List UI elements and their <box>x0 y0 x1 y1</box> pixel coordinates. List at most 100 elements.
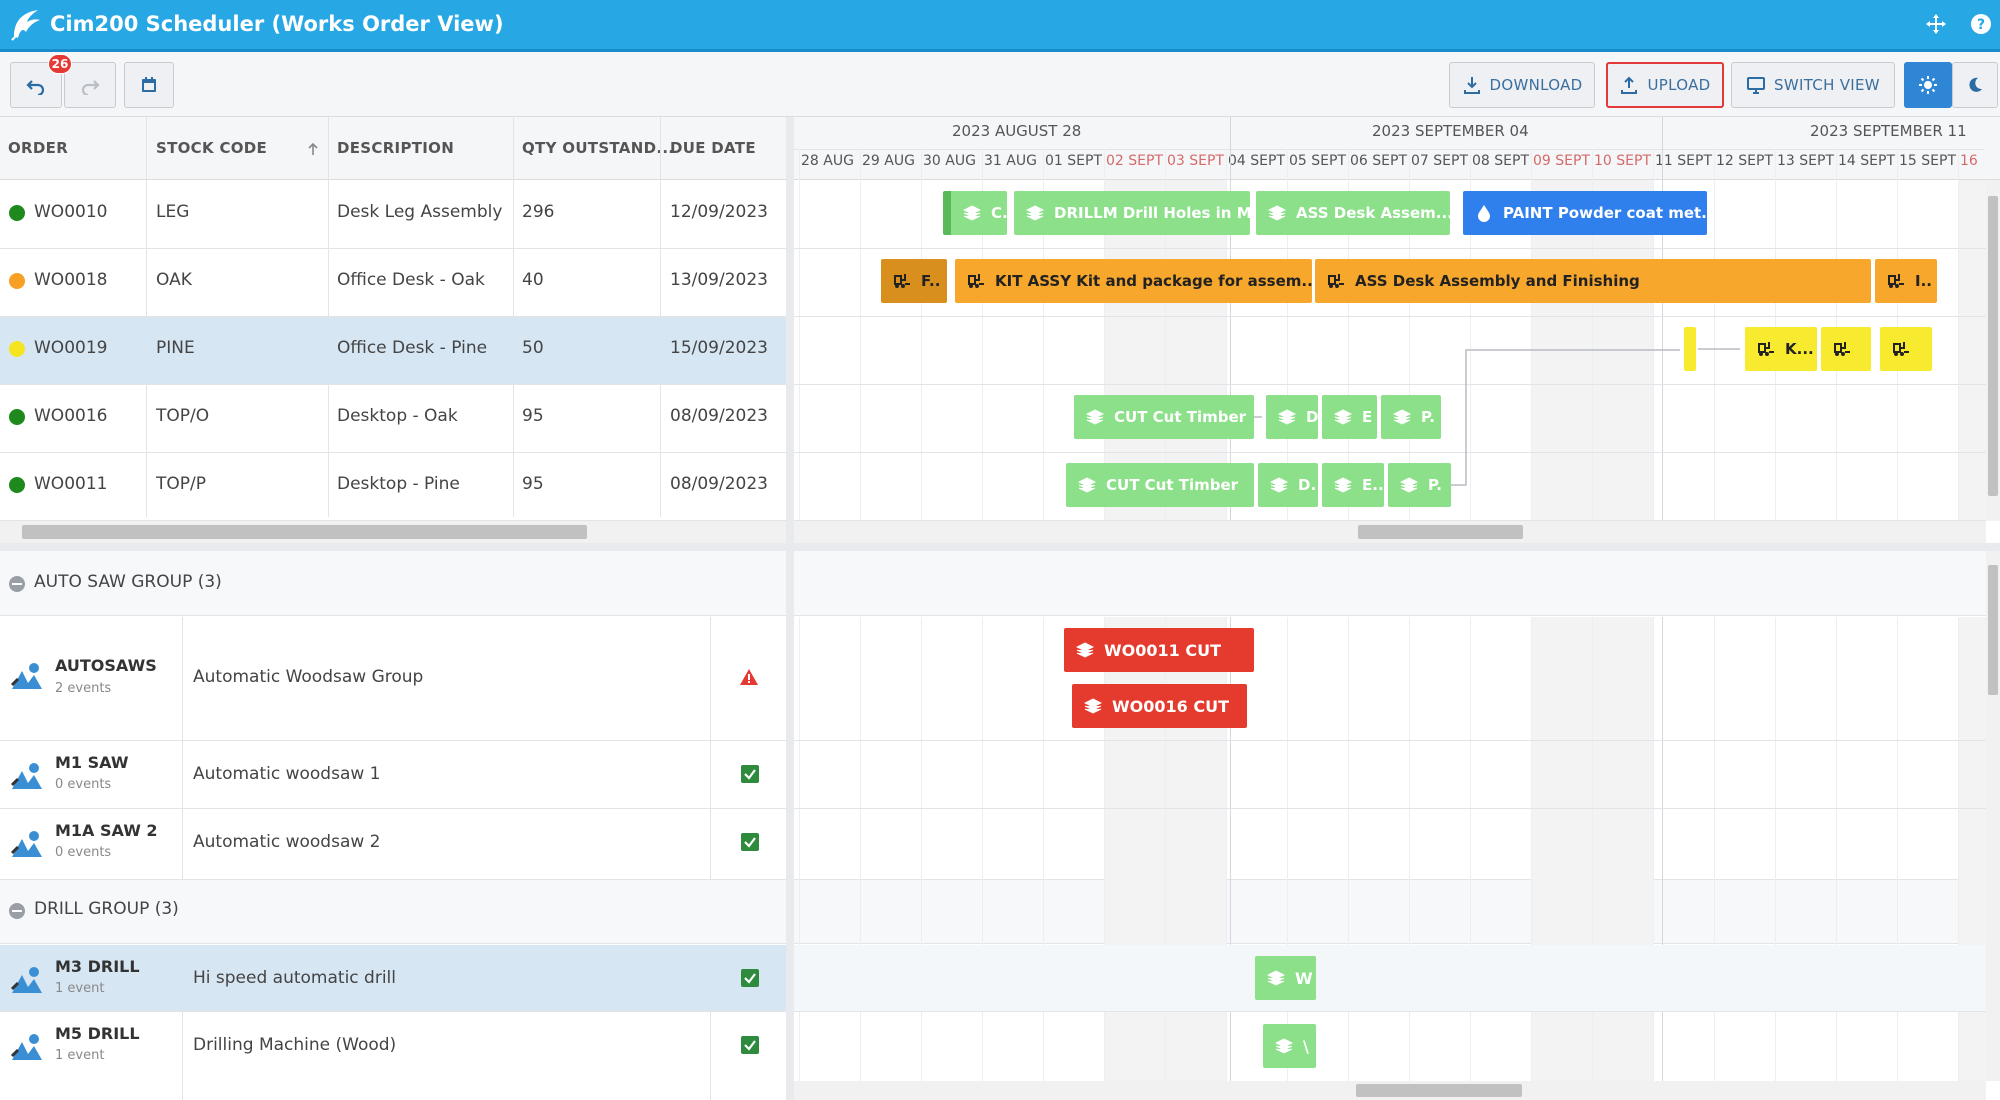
day-tick-label: 08 SEPT <box>1472 153 1529 169</box>
day-gridline <box>1897 617 1898 1081</box>
upload-label: UPLOAD <box>1647 76 1711 94</box>
col-order-header[interactable]: ORDER <box>8 139 69 157</box>
day-gridline <box>1104 617 1105 1081</box>
task-bar[interactable] <box>1880 327 1932 371</box>
switch-view-button[interactable]: SWITCH VIEW <box>1731 62 1895 108</box>
event-bar[interactable]: \ <box>1263 1024 1316 1068</box>
task-bar[interactable]: DRILLM Drill Holes in M... <box>1014 191 1250 235</box>
task-bar[interactable]: D. <box>1258 463 1318 507</box>
order-number[interactable]: WO0016 <box>34 406 108 426</box>
resource-description: Automatic Woodsaw Group <box>193 667 424 687</box>
resource-gantt <box>794 551 2000 1100</box>
task-label: D <box>1306 408 1318 426</box>
light-mode-button[interactable] <box>1904 62 1952 108</box>
task-bar[interactable] <box>1684 327 1696 371</box>
event-bar[interactable]: W <box>1255 956 1316 1000</box>
layers-icon <box>1275 1038 1293 1054</box>
col-qty-header[interactable]: QTY OUTSTAND... <box>522 139 675 157</box>
group-row <box>794 879 1986 944</box>
task-bar[interactable]: E <box>1322 395 1377 439</box>
order-number[interactable]: WO0011 <box>34 474 108 494</box>
description: Desk Leg Assembly <box>337 202 503 222</box>
event-bar[interactable]: WO0016 CUT <box>1072 684 1247 728</box>
day-tick-label: 01 SEPT <box>1045 153 1102 169</box>
resource-h-scroll-thumb[interactable] <box>1356 1084 1522 1097</box>
gantt-row-divider <box>794 520 1986 521</box>
gantt-v-scroll-thumb[interactable] <box>1988 196 1998 496</box>
group-label[interactable]: DRILL GROUP (3) <box>34 899 179 919</box>
task-bar[interactable]: C. <box>943 191 1007 235</box>
task-bar[interactable]: CUT Cut Timber <box>1066 463 1254 507</box>
status-dot <box>9 341 25 357</box>
task-bar[interactable]: D <box>1266 395 1318 439</box>
redo-button[interactable] <box>64 62 116 108</box>
collapse-group-icon[interactable] <box>8 575 26 593</box>
col-stock-code-header[interactable]: STOCK CODE <box>156 139 268 157</box>
task-label: PAINT Powder coat met... <box>1503 204 1707 222</box>
task-bar[interactable]: I.. <box>1875 259 1937 303</box>
day-gridline <box>1531 617 1532 1081</box>
task-bar[interactable]: CUT Cut Timber <box>1074 395 1254 439</box>
task-bar[interactable]: PAINT Powder coat met... <box>1463 191 1707 235</box>
available-check-icon <box>741 833 759 851</box>
resource-name[interactable]: M1A SAW 2 <box>55 821 158 840</box>
task-bar[interactable]: ASS Desk Assem... <box>1256 191 1450 235</box>
calendar-button[interactable] <box>124 62 174 108</box>
collapse-group-icon[interactable] <box>8 902 26 920</box>
gantt-h-scroll-thumb[interactable] <box>1358 525 1523 539</box>
order-number[interactable]: WO0019 <box>34 338 108 358</box>
task-bar[interactable]: KIT ASSY Kit and package for assem... <box>955 259 1312 303</box>
day-tick-label: 11 SEPT <box>1655 153 1712 169</box>
week-label: 2023 AUGUST 28 <box>952 122 1082 140</box>
col-due-date-header[interactable]: DUE DATE <box>670 139 756 157</box>
qty-outstanding: 296 <box>522 202 555 222</box>
resource-name[interactable]: M3 DRILL <box>55 957 140 976</box>
orders-h-scroll-thumb[interactable] <box>22 525 587 539</box>
day-tick-label: 31 AUG <box>984 153 1037 169</box>
task-label: KIT ASSY Kit and package for assem... <box>995 272 1312 290</box>
sort-ascending-icon[interactable] <box>306 142 320 156</box>
upload-button[interactable]: UPLOAD <box>1606 62 1724 108</box>
pane-splitter[interactable] <box>786 117 794 1100</box>
order-number[interactable]: WO0018 <box>34 270 108 290</box>
resource-name[interactable]: M5 DRILL <box>55 1024 140 1043</box>
stock-code: TOP/O <box>156 406 210 426</box>
event-bar[interactable]: WO0011 CUT <box>1064 628 1254 672</box>
group-row <box>0 879 786 944</box>
order-number[interactable]: WO0010 <box>34 202 108 222</box>
stock-code: OAK <box>156 270 192 290</box>
task-bar[interactable]: E.. <box>1322 463 1384 507</box>
selected-resource-highlight <box>0 945 786 1011</box>
move-icon[interactable] <box>1925 13 1947 35</box>
due-date: 12/09/2023 <box>670 202 768 222</box>
resource-v-scroll-thumb[interactable] <box>1988 565 1998 695</box>
task-bar[interactable]: ASS Desk Assembly and Finishing <box>1315 259 1871 303</box>
selected-row-highlight <box>794 945 1986 1011</box>
resource-name[interactable]: M1 SAW <box>55 753 129 772</box>
task-bar[interactable]: K... <box>1745 327 1817 371</box>
help-icon[interactable]: ? <box>1970 13 1992 35</box>
header-divider <box>794 149 1984 150</box>
day-tick-label: 09 SEPT <box>1533 153 1590 169</box>
task-bar[interactable]: P. <box>1381 395 1441 439</box>
resource-events: 0 events <box>55 845 112 860</box>
horizontal-splitter[interactable] <box>0 543 2000 551</box>
task-bar[interactable]: P. <box>1388 463 1451 507</box>
download-button[interactable]: DOWNLOAD <box>1449 62 1595 108</box>
day-gridline <box>1165 149 1166 521</box>
layers-icon <box>1268 205 1286 221</box>
sun-icon <box>1919 76 1937 94</box>
task-bar[interactable]: F.. <box>881 259 947 303</box>
day-gridline <box>1470 617 1471 1081</box>
dark-mode-button[interactable] <box>1952 62 1998 108</box>
col-description-header[interactable]: DESCRIPTION <box>337 139 455 157</box>
svg-text:?: ? <box>1977 17 1985 33</box>
week-label: 2023 SEPTEMBER 11 <box>1810 122 1967 140</box>
due-date: 15/09/2023 <box>670 338 768 358</box>
monitor-icon <box>1747 77 1766 94</box>
forklift-icon <box>1888 274 1904 288</box>
group-label[interactable]: AUTO SAW GROUP (3) <box>34 572 222 592</box>
resource-name[interactable]: AUTOSAWS <box>55 656 157 675</box>
task-bar[interactable] <box>1821 327 1871 371</box>
